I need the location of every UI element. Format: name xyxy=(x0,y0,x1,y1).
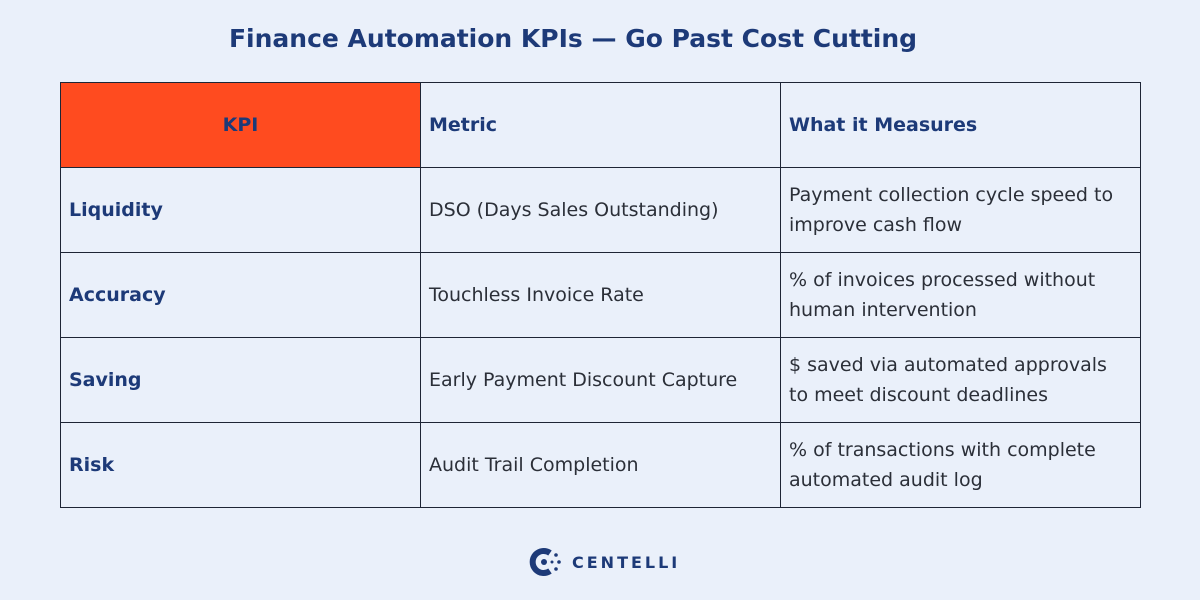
kpi-table: KPI Metric What it Measures Liquidity DSO… xyxy=(60,82,1141,508)
table-row: Liquidity DSO (Days Sales Outstanding) Pay… xyxy=(60,167,1141,253)
logo-text: CENTELLI xyxy=(572,552,681,572)
column-header: What it Measures xyxy=(780,82,1141,168)
table-cell: Early Payment Discount Capture xyxy=(420,337,781,423)
table-cell: Audit Trail Completion xyxy=(420,422,781,508)
kpi-cell: Accuracy xyxy=(60,252,421,338)
kpi-cell: Saving xyxy=(60,337,421,423)
table-cell: % of invoices processed without human in… xyxy=(780,252,1141,338)
page-title: Finance Automation KPIs — Go Past Cost C… xyxy=(228,24,918,53)
column-header: KPI xyxy=(60,82,421,168)
logo-icon xyxy=(529,548,561,576)
table-row: Risk Audit Trail Completion% of transacti… xyxy=(60,422,1141,508)
table-cell: Touchless Invoice Rate xyxy=(420,252,781,338)
logo: CENTELLI xyxy=(528,546,680,578)
table-row: Accuracy Touchless Invoice Rate% of invoi… xyxy=(60,252,1141,338)
kpi-cell: Liquidity xyxy=(60,167,421,253)
table-header: KPI Metric What it Measures xyxy=(60,82,1141,168)
table-body: Liquidity DSO (Days Sales Outstanding) Pay… xyxy=(60,167,1141,508)
header-row: KPI Metric What it Measures xyxy=(60,82,1141,168)
kpi-cell: Risk xyxy=(60,422,421,508)
table-cell: % of transactions with complete automate… xyxy=(780,422,1141,508)
table-row: Saving Early Payment Discount Capture $ sa… xyxy=(60,337,1141,423)
table-cell: Payment collection cycle speed to improv… xyxy=(780,167,1141,253)
table-cell: DSO (Days Sales Outstanding) xyxy=(420,167,781,253)
column-header: Metric xyxy=(420,82,781,168)
table-cell: $ saved via automated approvals to meet … xyxy=(780,337,1141,423)
